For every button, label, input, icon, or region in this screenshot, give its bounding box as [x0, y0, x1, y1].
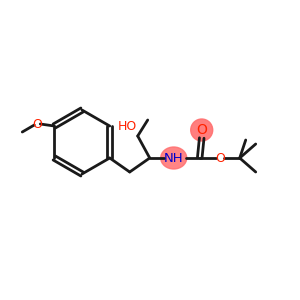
- Text: O: O: [32, 118, 42, 130]
- Circle shape: [191, 119, 213, 141]
- Text: HO: HO: [118, 119, 137, 133]
- Text: NH: NH: [164, 152, 184, 164]
- Ellipse shape: [161, 147, 187, 169]
- Text: O: O: [215, 152, 225, 164]
- Text: O: O: [196, 123, 207, 137]
